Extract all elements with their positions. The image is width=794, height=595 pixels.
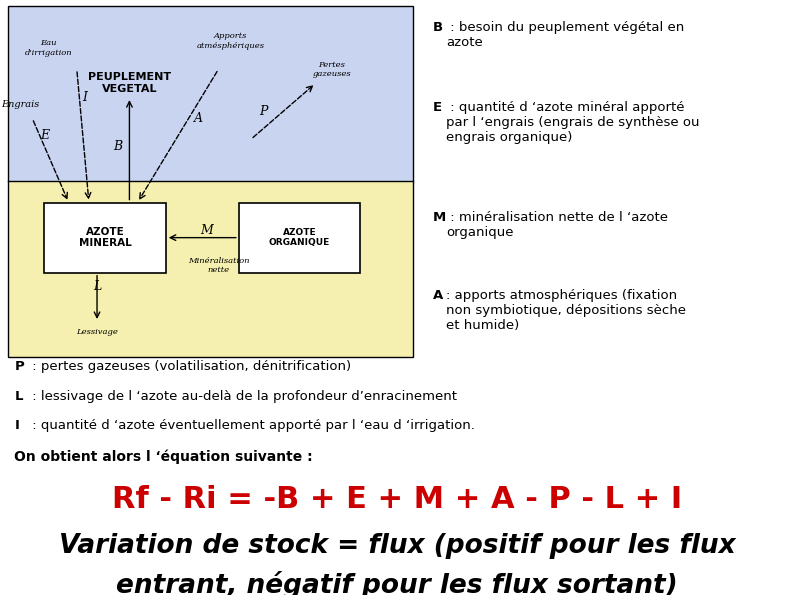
- Text: Minéralisation
nette: Minéralisation nette: [187, 257, 249, 274]
- Text: P: P: [14, 360, 24, 373]
- Text: I: I: [83, 90, 87, 104]
- Bar: [44, 202, 166, 273]
- Text: : pertes gazeuses (volatilisation, dénitrification): : pertes gazeuses (volatilisation, dénit…: [28, 360, 351, 373]
- Bar: [8, 181, 413, 357]
- Text: Lessivage: Lessivage: [76, 328, 118, 336]
- Text: Eau
d'irrigation: Eau d'irrigation: [25, 39, 72, 57]
- Text: Variation de stock = flux (positif pour les flux: Variation de stock = flux (positif pour …: [59, 533, 735, 559]
- Text: On obtient alors l ‘équation suivante :: On obtient alors l ‘équation suivante :: [14, 449, 313, 464]
- Text: : lessivage de l ‘azote au-delà de la profondeur d’enracinement: : lessivage de l ‘azote au-delà de la pr…: [28, 390, 457, 403]
- Text: A: A: [433, 289, 443, 302]
- Text: L: L: [14, 390, 23, 403]
- Bar: [239, 202, 360, 273]
- Bar: [8, 6, 413, 181]
- Text: B: B: [433, 21, 443, 34]
- Text: : quantité d ‘azote éventuellement apporté par l ‘eau d ‘irrigation.: : quantité d ‘azote éventuellement appor…: [28, 419, 475, 433]
- Text: AZOTE
MINERAL: AZOTE MINERAL: [79, 227, 132, 249]
- Text: Rf - Ri = -B + E + M + A - P - L + I: Rf - Ri = -B + E + M + A - P - L + I: [112, 485, 682, 514]
- Text: B: B: [113, 140, 121, 153]
- Text: : besoin du peuplement végétal en
azote: : besoin du peuplement végétal en azote: [446, 21, 684, 49]
- Text: : quantité d ‘azote minéral apporté
par l ‘engrais (engrais de synthèse ou
engra: : quantité d ‘azote minéral apporté par …: [446, 101, 700, 144]
- Text: Engrais: Engrais: [1, 100, 39, 109]
- Text: PEUPLEMENT
VEGETAL: PEUPLEMENT VEGETAL: [88, 73, 171, 94]
- Text: : apports atmosphériques (fixation
non symbiotique, dépositions sèche
et humide): : apports atmosphériques (fixation non s…: [446, 289, 686, 331]
- Text: M: M: [433, 211, 446, 224]
- Text: AZOTE
ORGANIQUE: AZOTE ORGANIQUE: [269, 228, 330, 248]
- Text: M: M: [200, 224, 213, 237]
- Text: : minéralisation nette de l ‘azote
organique: : minéralisation nette de l ‘azote organ…: [446, 211, 669, 239]
- Text: entrant, négatif pour les flux sortant): entrant, négatif pour les flux sortant): [116, 571, 678, 595]
- Text: E: E: [40, 129, 49, 142]
- Text: Pertes
gazeuses: Pertes gazeuses: [313, 61, 351, 78]
- Text: E: E: [433, 101, 441, 114]
- Text: I: I: [14, 419, 19, 433]
- Bar: [8, 6, 413, 357]
- Text: A: A: [194, 112, 202, 125]
- Text: L: L: [93, 280, 101, 293]
- Text: Apports
atmésphériques: Apports atmésphériques: [197, 33, 264, 49]
- Text: P: P: [259, 105, 268, 118]
